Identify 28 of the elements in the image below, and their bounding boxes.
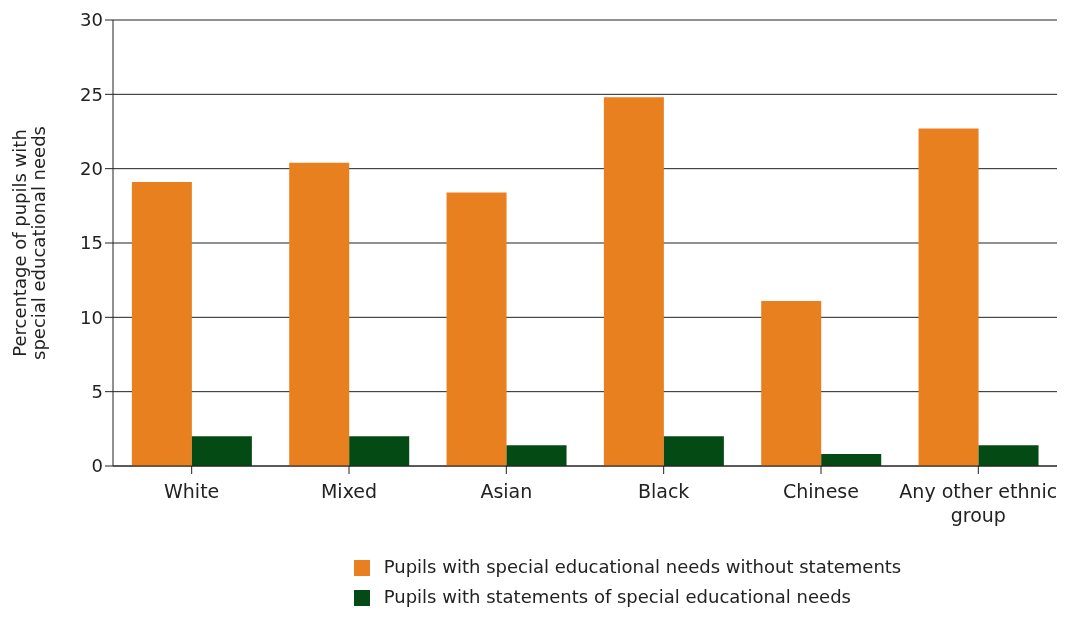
y-tick-label: 20 xyxy=(80,158,103,180)
bar xyxy=(918,128,979,466)
y-tick-label: 10 xyxy=(80,306,103,328)
y-tick-label: 30 xyxy=(80,9,103,31)
x-tick-label: White xyxy=(164,480,220,502)
bar xyxy=(761,300,822,466)
y-tick-label: 25 xyxy=(80,83,103,105)
y-tick-label: 0 xyxy=(91,455,103,477)
bar xyxy=(446,192,507,466)
y-tick-label: 5 xyxy=(91,381,103,403)
x-tick-label: Mixed xyxy=(320,480,378,502)
x-tick-label: Any other ethnic group xyxy=(899,480,1058,526)
x-tick-label: Black xyxy=(637,480,690,502)
legend-label: Pupils with statements of special educational needs xyxy=(383,586,851,607)
bar xyxy=(663,436,724,466)
bar xyxy=(289,162,350,466)
y-tick-label: 15 xyxy=(80,232,103,254)
y-axis-title: Percentage of pupils with special educational needs xyxy=(9,126,49,360)
bar xyxy=(191,436,252,466)
x-tick-label: Chinese xyxy=(783,480,859,502)
legend-label: Pupils with special educational needs without statements xyxy=(383,556,902,577)
bar xyxy=(603,97,664,466)
bar xyxy=(131,182,192,466)
bar xyxy=(506,445,567,466)
bar xyxy=(821,454,882,466)
bar xyxy=(978,445,1039,466)
bar xyxy=(349,436,410,466)
x-tick-label: Asian xyxy=(480,480,533,502)
